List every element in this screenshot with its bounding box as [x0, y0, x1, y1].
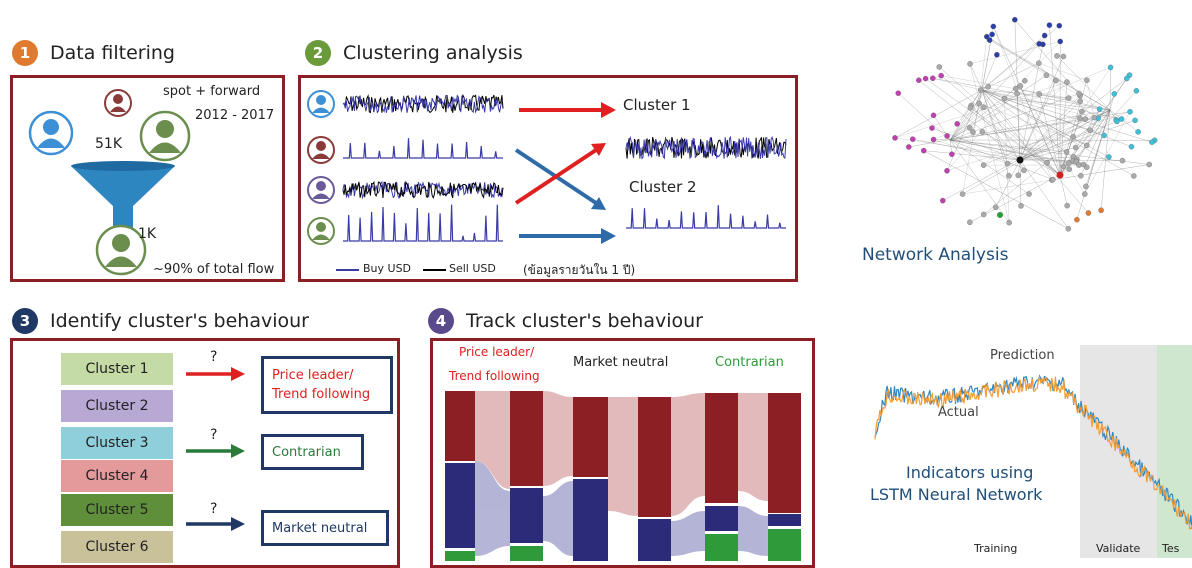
identify-panel: Cluster 1 Cluster 2 Cluster 3 Cluster 4 … — [10, 338, 400, 568]
count-before-label: 51K — [95, 136, 122, 152]
cluster-arrows — [516, 102, 616, 244]
years-label: 2012 - 2017 — [195, 108, 274, 123]
legend-sell-label: Sell USD — [449, 262, 496, 275]
track-market-neutral: Market neutral — [573, 355, 668, 370]
total-flow-label: ~90% of total flow — [153, 262, 274, 277]
step-1-title: 1 Data filtering — [12, 40, 175, 66]
lstm-title-line-2: LSTM Neural Network — [870, 485, 1042, 504]
prediction-label: Prediction — [990, 348, 1055, 363]
training-label: Training — [974, 542, 1017, 555]
lstm-title-line-1: Indicators using — [906, 463, 1033, 482]
price-leader-line-1: Price leader/ — [272, 368, 353, 383]
contrarian-box: Contrarian — [261, 434, 364, 470]
actual-label: Actual — [938, 405, 979, 420]
person-icon-small — [105, 90, 131, 116]
count-after-label: 1K — [138, 226, 156, 242]
person-icon-green — [141, 112, 189, 160]
lstm-series — [870, 330, 1192, 558]
person-icon-green-row — [308, 218, 334, 244]
person-icon-red-row — [308, 137, 334, 163]
test-label: Tes — [1162, 542, 1179, 555]
cluster-2-label: Cluster 2 — [629, 178, 697, 196]
price-leader-line-2: Trend following — [272, 387, 370, 402]
track-price-leader-1: Price leader/ — [459, 345, 534, 359]
lstm-chart: Prediction Actual Indicators using LSTM … — [870, 330, 1192, 558]
track-panel: Price leader/ Trend following Market neu… — [430, 338, 815, 568]
validate-label: Validate — [1096, 542, 1140, 555]
step-1-number: 1 — [12, 40, 38, 66]
person-icon-blue-row — [308, 91, 334, 117]
network-title: Network Analysis — [862, 245, 1008, 265]
track-price-leader-2: Trend following — [449, 369, 540, 383]
step-3-label: Identify cluster's behaviour — [50, 310, 309, 332]
cluster-1-label: Cluster 1 — [623, 96, 691, 114]
step-4-title: 4 Track cluster's behaviour — [428, 308, 703, 334]
step-1-label: Data filtering — [50, 42, 175, 64]
step-2-label: Clustering analysis — [343, 42, 523, 64]
track-contrarian: Contrarian — [715, 355, 784, 370]
step-3-number: 3 — [12, 308, 38, 334]
step-2-title: 2 Clustering analysis — [305, 40, 523, 66]
network-graph — [870, 10, 1185, 255]
data-note-label: (ข้อมูลรายวันใน 1 ปี) — [523, 261, 635, 280]
funnel-icon — [71, 166, 175, 228]
data-filtering-panel: spot + forward 2012 - 2017 51K 1K ~90% o… — [10, 75, 285, 282]
clustering-panel: Cluster 1 Cluster 2 Buy USD Sell USD (ข้… — [298, 75, 798, 282]
person-icon-purple-row — [308, 177, 334, 203]
step-4-number: 4 — [428, 308, 454, 334]
price-leader-box: Price leader/ Trend following — [261, 356, 393, 414]
legend-buy-label: Buy USD — [363, 262, 411, 275]
person-icon-blue — [30, 112, 72, 154]
spot-forward-label: spot + forward — [163, 84, 260, 99]
step-4-label: Track cluster's behaviour — [466, 310, 703, 332]
clustering-graphic — [301, 78, 796, 280]
market-neutral-box: Market neutral — [261, 510, 389, 546]
step-3-title: 3 Identify cluster's behaviour — [12, 308, 309, 334]
step-2-number: 2 — [305, 40, 331, 66]
